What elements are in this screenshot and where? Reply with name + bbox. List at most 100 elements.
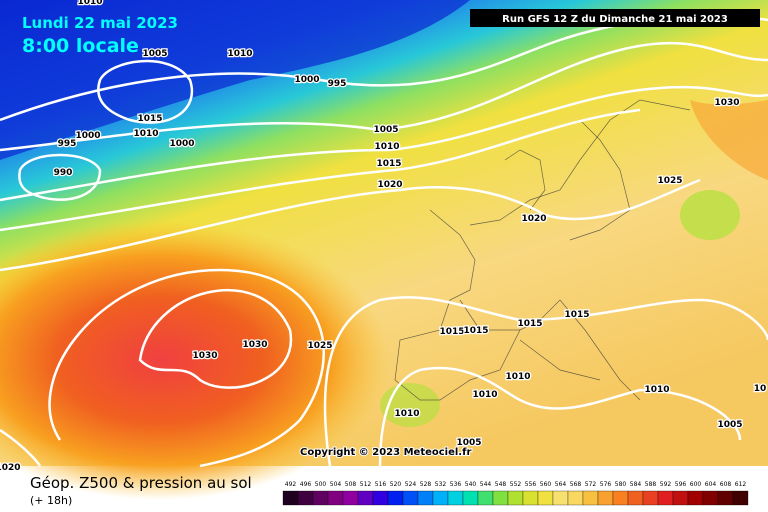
isobar-label: 1020 <box>0 463 21 473</box>
colorbar-label: 588 <box>645 481 657 488</box>
footer-lead: (+ 18h) <box>30 494 72 507</box>
colorbar-swatch <box>297 490 314 506</box>
forecast-date: Lundi 22 mai 2023 <box>22 14 178 32</box>
colorbar-swatch <box>702 490 719 506</box>
colorbar-label: 524 <box>405 481 417 488</box>
colorbar-label: 528 <box>420 481 432 488</box>
isobar-label: 990 <box>54 168 73 178</box>
colorbar-label: 612 <box>735 481 747 488</box>
colorbar-label: 556 <box>525 481 537 488</box>
cool-spot <box>380 383 440 427</box>
isobar-label: 1030 <box>242 340 267 350</box>
colorbar-swatch <box>537 490 554 506</box>
colorbar-label: 544 <box>480 481 492 488</box>
colorbar-label: 520 <box>390 481 402 488</box>
colorbar-swatch <box>312 490 329 506</box>
colorbar-swatch <box>627 490 644 506</box>
colorbar-label: 560 <box>540 481 552 488</box>
isobar-label: 1005 <box>717 420 742 430</box>
isobar-label: 1010 <box>644 385 669 395</box>
forecast-time: 8:00 locale <box>22 35 139 57</box>
colorbar-swatch <box>372 490 389 506</box>
isobar-label: 1005 <box>456 438 481 448</box>
colorbar-swatch <box>522 490 539 506</box>
isobar-label: 1010 <box>133 129 158 139</box>
colorbar-swatch <box>417 490 434 506</box>
isobar-label: 1025 <box>307 341 332 351</box>
isobar-label: 1020 <box>521 214 546 224</box>
colorbar-swatch <box>282 490 299 506</box>
isobar-label: 1005 <box>142 49 167 59</box>
colorbar-label: 600 <box>690 481 702 488</box>
colorbar-swatch <box>492 490 509 506</box>
isobar-label: 1010 <box>505 372 530 382</box>
colorbar-swatch <box>717 490 734 506</box>
isobar-label: 1000 <box>169 139 194 149</box>
isobar-label: 1010 <box>77 0 102 7</box>
isobar-label: 1015 <box>439 327 464 337</box>
footer-title: Géop. Z500 & pression au sol <box>30 474 252 492</box>
isobar-label: 1015 <box>564 310 589 320</box>
isobar-label: 1010 <box>472 390 497 400</box>
cool-spot <box>680 190 740 240</box>
colorbar-label: 548 <box>495 481 507 488</box>
isobar-label: 1020 <box>377 180 402 190</box>
colorbar: 492 496 500 504 508 512 516 520 524 528 532 536 540 5… <box>282 481 749 506</box>
colorbar-swatch <box>507 490 524 506</box>
colorbar-swatch <box>552 490 569 506</box>
isobar-label: 1030 <box>714 98 739 108</box>
copyright: Copyright © 2023 Meteociel.fr <box>300 447 471 458</box>
colorbar-label: 504 <box>330 481 342 488</box>
isobar-label: 1010 <box>374 142 399 152</box>
colorbar-label: 568 <box>570 481 582 488</box>
colorbar-swatch <box>477 490 494 506</box>
colorbar-swatch <box>447 490 464 506</box>
isobar-label: 1000 <box>294 75 319 85</box>
colorbar-label: 604 <box>705 481 717 488</box>
isobar-label: 1015 <box>463 326 488 336</box>
colorbar-label: 536 <box>450 481 462 488</box>
colorbar-label: 572 <box>585 481 597 488</box>
colorbar-swatch <box>357 490 374 506</box>
isobar-label: 1015 <box>376 159 401 169</box>
colorbar-label: 596 <box>675 481 687 488</box>
colorbar-swatch <box>342 490 359 506</box>
warm-field <box>690 100 768 180</box>
colorbar-swatch <box>387 490 404 506</box>
colorbar-label: 500 <box>315 481 327 488</box>
isobar-label: 1000 <box>75 131 100 141</box>
colorbar-swatch <box>432 490 449 506</box>
colorbar-swatch <box>402 490 419 506</box>
colorbar-label: 584 <box>630 481 642 488</box>
colorbar-label: 516 <box>375 481 387 488</box>
colorbar-label: 496 <box>300 481 312 488</box>
colorbar-label: 512 <box>360 481 372 488</box>
coastlines <box>394 99 691 401</box>
isobar-label: 995 <box>328 79 347 89</box>
colorbar-label: 508 <box>345 481 357 488</box>
colorbar-swatch <box>612 490 629 506</box>
colorbar-swatch <box>567 490 584 506</box>
isobar-label: 1030 <box>192 351 217 361</box>
run-info: Run GFS 12 Z du Dimanche 21 mai 2023 <box>502 14 728 25</box>
colorbar-label: 576 <box>600 481 612 488</box>
colorbar-label: 580 <box>615 481 627 488</box>
colorbar-swatch <box>657 490 674 506</box>
colorbar-label: 608 <box>720 481 732 488</box>
isobar-label: 1025 <box>657 176 682 186</box>
colorbar-swatch <box>327 490 344 506</box>
isobar-label: 10 <box>754 384 767 394</box>
low-field <box>0 0 470 160</box>
colorbar-swatch <box>597 490 614 506</box>
isobars <box>0 14 768 468</box>
colorbar-swatch <box>642 490 659 506</box>
colorbar-swatch <box>582 490 599 506</box>
colorbar-swatch <box>687 490 704 506</box>
colorbar-label: 552 <box>510 481 522 488</box>
isobar-label: 1015 <box>137 114 162 124</box>
colorbar-label: 592 <box>660 481 672 488</box>
colorbar-swatch <box>462 490 479 506</box>
